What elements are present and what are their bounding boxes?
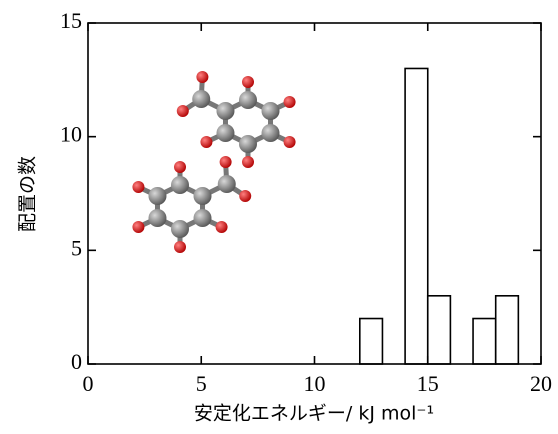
carbon-atom xyxy=(216,124,234,142)
carbon-atom xyxy=(171,176,189,194)
y-tick-label: 5 xyxy=(71,235,82,260)
carbon-atom xyxy=(239,91,257,109)
x-tick-label: 20 xyxy=(530,371,552,396)
oxygen-atom xyxy=(242,156,254,168)
y-axis-label: 配置の数 xyxy=(17,156,39,232)
oxygen-atom xyxy=(132,221,144,233)
oxygen-atom xyxy=(196,71,208,83)
oxygen-atom xyxy=(284,136,296,148)
carbon-atom xyxy=(148,209,166,227)
oxygen-atom xyxy=(200,136,212,148)
oxygen-atom xyxy=(239,190,251,202)
bar xyxy=(428,296,451,364)
carbon-atom xyxy=(218,175,236,193)
bar xyxy=(496,296,519,364)
x-tick-label: 0 xyxy=(83,371,94,396)
carbon-atom xyxy=(216,102,234,120)
oxygen-atom xyxy=(177,105,189,117)
chart: 安定化エネルギー/ kJ mol⁻¹ 配置の数 0 5 10 15 20 0 5 10 15 xyxy=(0,0,558,434)
oxygen-atom xyxy=(242,76,254,88)
x-axis-label: 安定化エネルギー/ kJ mol⁻¹ xyxy=(194,403,434,425)
carbon-atom xyxy=(239,135,257,153)
carbon-atom xyxy=(194,187,212,205)
bar xyxy=(405,68,428,364)
carbon-atom xyxy=(262,102,280,120)
oxygen-atom xyxy=(216,221,228,233)
oxygen-atom xyxy=(220,156,232,168)
oxygen-atom xyxy=(284,96,296,108)
oxygen-atom xyxy=(174,161,186,173)
carbon-atom xyxy=(194,209,212,227)
carbon-atom xyxy=(171,220,189,238)
molecule-illustration xyxy=(132,71,295,253)
oxygen-atom xyxy=(174,241,186,253)
carbon-atom xyxy=(262,124,280,142)
bar xyxy=(473,319,496,364)
oxygen-atom xyxy=(132,181,144,193)
carbon-atom xyxy=(148,187,166,205)
x-tick-label: 5 xyxy=(196,371,207,396)
y-tick-label: 0 xyxy=(71,349,82,374)
bar xyxy=(360,319,383,364)
x-tick-label: 15 xyxy=(417,371,439,396)
y-tick-label: 10 xyxy=(60,122,82,147)
y-tick-label: 15 xyxy=(60,8,82,33)
carbon-atom xyxy=(192,90,210,108)
x-tick-label: 10 xyxy=(304,371,326,396)
